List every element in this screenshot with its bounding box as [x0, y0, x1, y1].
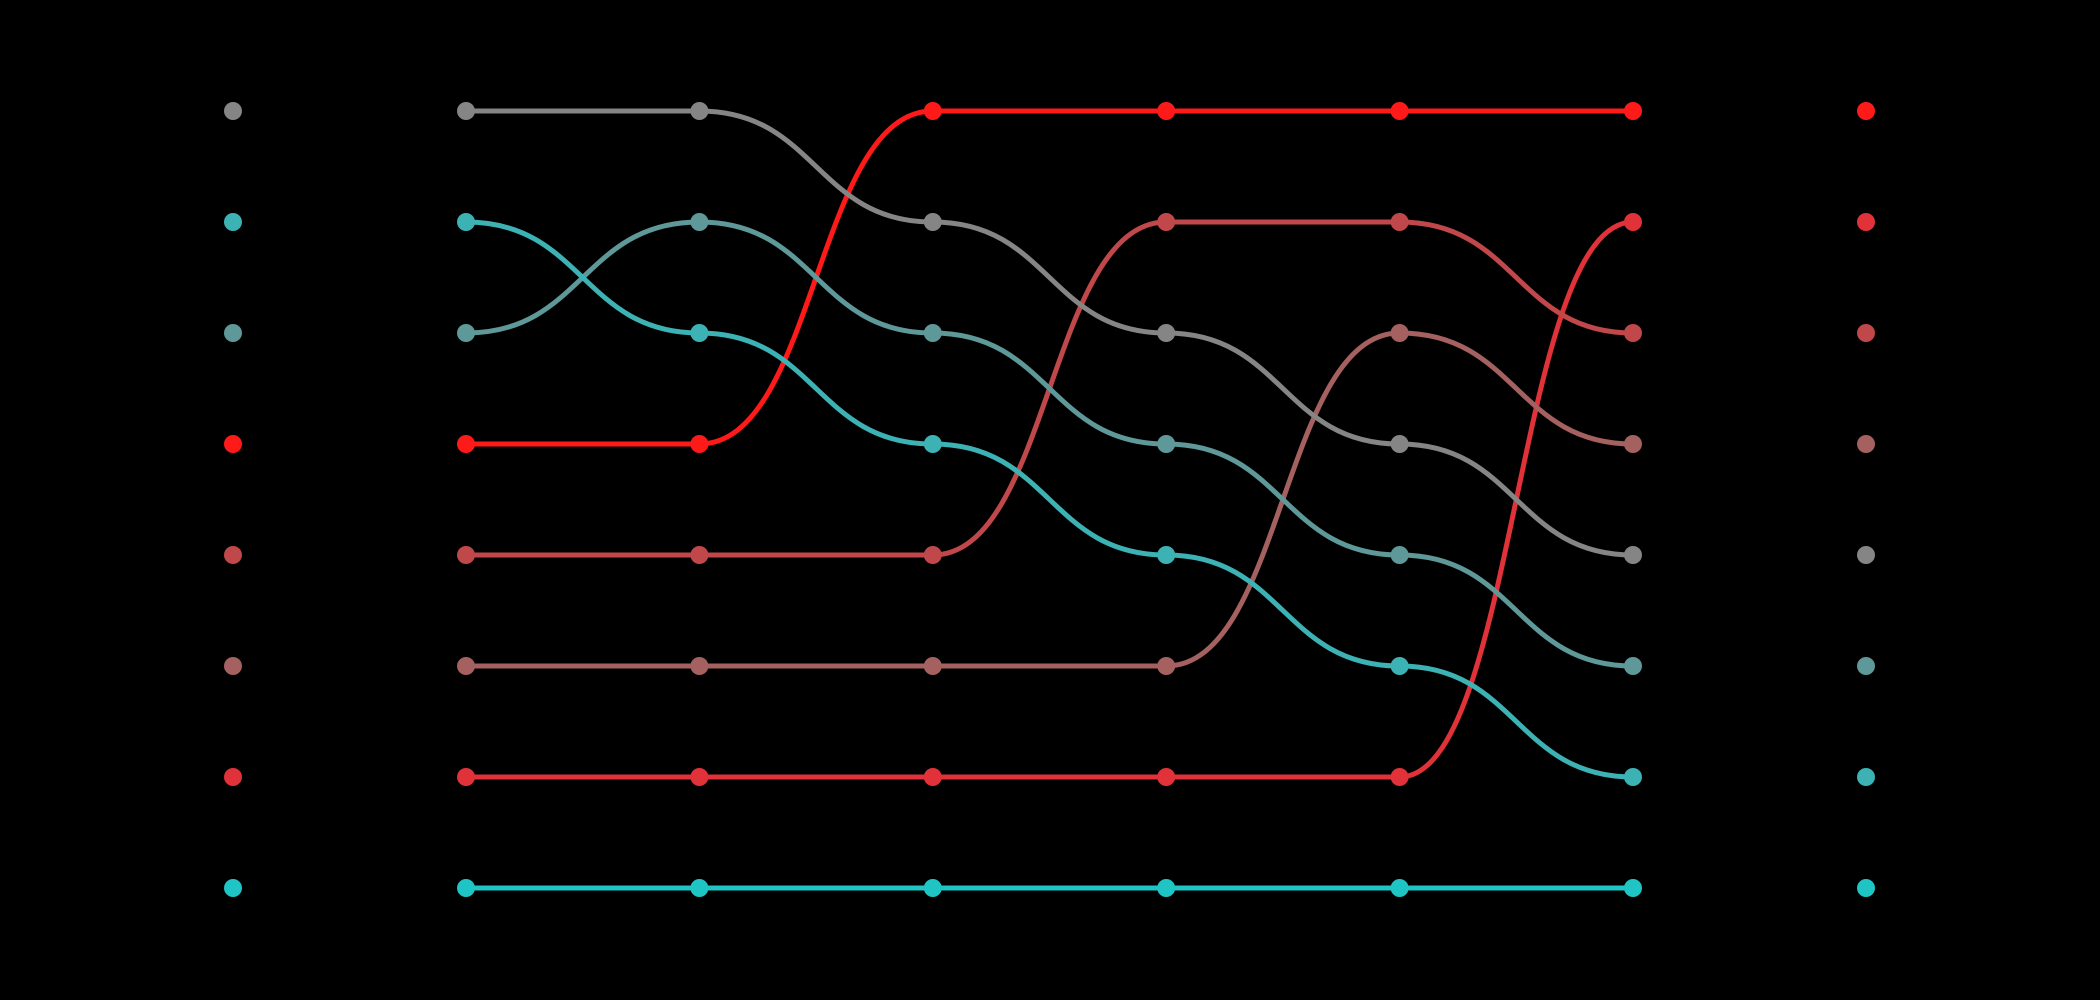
- end-marker-3: [1857, 324, 1875, 342]
- series-5-point-2: [690, 102, 709, 120]
- series-7-point-1: [457, 213, 475, 231]
- series-1-point-2: [690, 435, 709, 453]
- series-line-1: [463, 108, 1636, 447]
- series-8-point-6: [1624, 879, 1642, 897]
- series-3-point-3: [923, 546, 942, 564]
- series-line-5: [463, 108, 1636, 558]
- series-7-point-3: [923, 435, 942, 453]
- series-8-point-4: [1157, 879, 1176, 897]
- start-marker-6: [224, 324, 242, 342]
- series-5-point-1: [457, 102, 475, 120]
- end-marker-8: [1857, 879, 1875, 897]
- series-2-point-1: [457, 768, 475, 786]
- end-marker-7: [1857, 768, 1875, 786]
- start-marker-8: [224, 879, 242, 897]
- series-line-6: [463, 219, 1636, 669]
- start-marker-4: [224, 657, 242, 675]
- series-5-point-3: [923, 213, 942, 231]
- series-8-point-1: [457, 879, 475, 897]
- start-rank-markers: [224, 102, 242, 897]
- series-6-point-6: [1624, 657, 1642, 675]
- series-1-point-6: [1624, 102, 1642, 120]
- series-6-point-5: [1390, 546, 1409, 564]
- series-7-point-2: [690, 324, 709, 342]
- end-marker-4: [1857, 435, 1875, 453]
- series-6-point-4: [1157, 435, 1176, 453]
- series-4-point-4: [1157, 657, 1176, 675]
- end-marker-5: [1857, 546, 1875, 564]
- series-5-point-6: [1624, 546, 1642, 564]
- start-marker-3: [224, 546, 242, 564]
- series-4-point-5: [1390, 324, 1409, 342]
- series-6-point-3: [923, 324, 942, 342]
- series-2-point-3: [923, 768, 942, 786]
- series-lines: [463, 108, 1636, 891]
- start-marker-5: [224, 102, 242, 120]
- end-marker-2: [1857, 213, 1875, 231]
- series-6-point-2: [690, 213, 709, 231]
- series-1-point-4: [1157, 102, 1176, 120]
- series-1-point-5: [1390, 102, 1409, 120]
- series-3-point-2: [690, 546, 709, 564]
- series-4-point-2: [690, 657, 709, 675]
- series-4-point-1: [457, 657, 475, 675]
- end-marker-1: [1857, 102, 1875, 120]
- series-3-point-5: [1390, 213, 1409, 231]
- end-rank-markers: [1857, 102, 1875, 897]
- series-8-point-5: [1390, 879, 1409, 897]
- series-6-point-1: [457, 324, 475, 342]
- series-3-point-1: [457, 546, 475, 564]
- series-8-point-2: [690, 879, 709, 897]
- series-2-point-4: [1157, 768, 1176, 786]
- series-3-point-4: [1157, 213, 1176, 231]
- series-1-point-3: [923, 102, 942, 120]
- start-marker-2: [224, 768, 242, 786]
- series-7-point-4: [1157, 546, 1176, 564]
- start-marker-1: [224, 435, 242, 453]
- series-1-point-1: [457, 435, 475, 453]
- series-2-point-5: [1390, 768, 1409, 786]
- series-7-point-6: [1624, 768, 1642, 786]
- series-4-point-6: [1624, 435, 1642, 453]
- series-points: [457, 102, 1642, 897]
- series-3-point-6: [1624, 324, 1642, 342]
- series-5-point-5: [1390, 435, 1409, 453]
- series-7-point-5: [1390, 657, 1409, 675]
- start-marker-7: [224, 213, 242, 231]
- series-8-point-3: [923, 879, 942, 897]
- series-5-point-4: [1157, 324, 1176, 342]
- series-2-point-6: [1624, 213, 1642, 231]
- series-4-point-3: [923, 657, 942, 675]
- series-2-point-2: [690, 768, 709, 786]
- end-marker-6: [1857, 657, 1875, 675]
- series-line-7: [463, 219, 1636, 780]
